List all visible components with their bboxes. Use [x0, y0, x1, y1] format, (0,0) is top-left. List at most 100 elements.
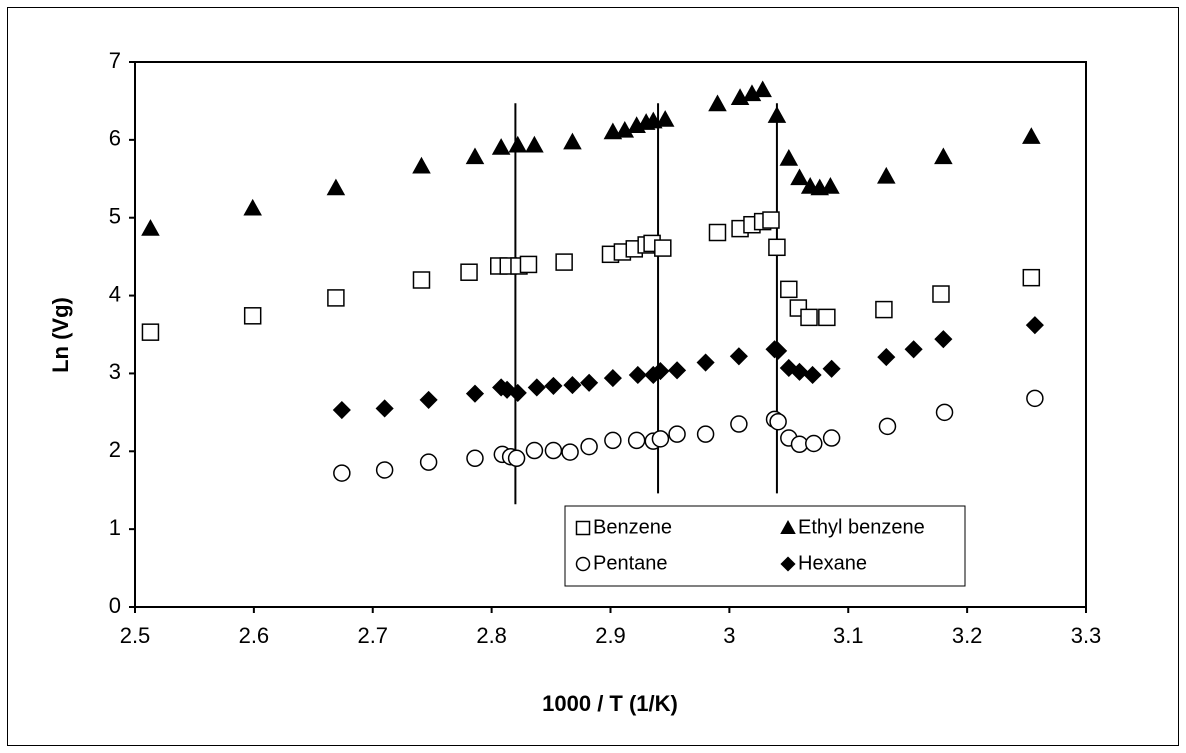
point [419, 453, 438, 471]
point [508, 383, 527, 402]
point [527, 378, 546, 397]
legend-marker [575, 520, 591, 536]
point [818, 308, 836, 327]
point [1022, 127, 1041, 144]
point [822, 429, 841, 447]
point [507, 449, 526, 468]
point [563, 132, 582, 150]
point [412, 156, 431, 174]
point [877, 166, 896, 184]
point [561, 443, 579, 461]
point [419, 390, 438, 409]
point [822, 359, 841, 378]
point [668, 361, 687, 380]
point [508, 135, 528, 153]
y-tick-label: 3 [109, 359, 121, 384]
point [932, 285, 950, 303]
point [877, 348, 896, 367]
point [655, 110, 675, 127]
point [326, 178, 346, 196]
legend-marker [780, 556, 796, 572]
point [729, 347, 748, 366]
point [790, 362, 809, 381]
x-tick-label: 2.8 [476, 623, 507, 648]
point [779, 148, 799, 166]
x-tick-label: 3.3 [1071, 623, 1102, 648]
point [333, 464, 351, 482]
point [1025, 316, 1044, 335]
point [875, 300, 893, 319]
point [904, 340, 923, 359]
point [615, 120, 635, 138]
point [651, 362, 670, 381]
point [375, 399, 394, 418]
point [544, 441, 563, 460]
point [141, 219, 160, 236]
point [708, 94, 727, 112]
x-tick-label: 2.9 [595, 623, 626, 648]
point [651, 430, 670, 448]
point [580, 373, 599, 392]
point [768, 238, 786, 257]
point [604, 431, 622, 450]
x-tick-label: 2.6 [239, 623, 270, 648]
point [555, 253, 573, 271]
point [644, 111, 663, 129]
point [803, 365, 822, 385]
y-axis-label: Ln (Vg) [48, 297, 73, 373]
point [465, 147, 485, 165]
point [1022, 268, 1041, 287]
y-tick-label: 4 [109, 281, 121, 306]
point [730, 415, 748, 433]
x-tick-label: 3 [723, 623, 735, 648]
legend-box [564, 505, 966, 587]
x-axis-label: 1000 / T (1/K) [542, 691, 678, 716]
x-tick-label: 2.5 [120, 623, 151, 648]
point [769, 412, 787, 431]
legend-label: Hexane [798, 552, 867, 574]
y-tick-label: 7 [109, 48, 121, 73]
point [934, 147, 953, 165]
point [327, 289, 345, 307]
point [525, 135, 544, 153]
point [696, 425, 715, 443]
x-tick-label: 2.7 [357, 623, 388, 648]
point [696, 353, 715, 372]
point [800, 308, 818, 327]
legend-label: Pentane [593, 552, 668, 574]
point [627, 431, 646, 450]
point [935, 403, 954, 422]
point [762, 211, 780, 229]
point [654, 239, 672, 257]
point [790, 168, 809, 186]
point [466, 449, 484, 468]
point [525, 441, 544, 460]
point [141, 323, 160, 341]
legend-label: Ethyl benzene [798, 516, 925, 538]
point [519, 255, 538, 274]
point [460, 263, 478, 281]
point [603, 122, 623, 140]
x-tick-label: 3.1 [833, 623, 864, 648]
point [708, 223, 727, 242]
point [753, 80, 772, 98]
point [628, 365, 647, 385]
point [491, 138, 511, 155]
point [934, 330, 953, 349]
point [769, 341, 788, 360]
y-tick-label: 5 [109, 204, 121, 229]
point [821, 177, 840, 194]
point [668, 425, 686, 443]
point [805, 434, 823, 453]
point [243, 307, 262, 325]
point [243, 198, 262, 216]
point [580, 437, 598, 456]
point [465, 384, 485, 403]
y-tick-label: 1 [109, 515, 121, 540]
y-tick-label: 0 [109, 593, 121, 618]
point [332, 400, 351, 420]
y-tick-label: 6 [109, 126, 121, 151]
legend-marker [575, 556, 591, 572]
